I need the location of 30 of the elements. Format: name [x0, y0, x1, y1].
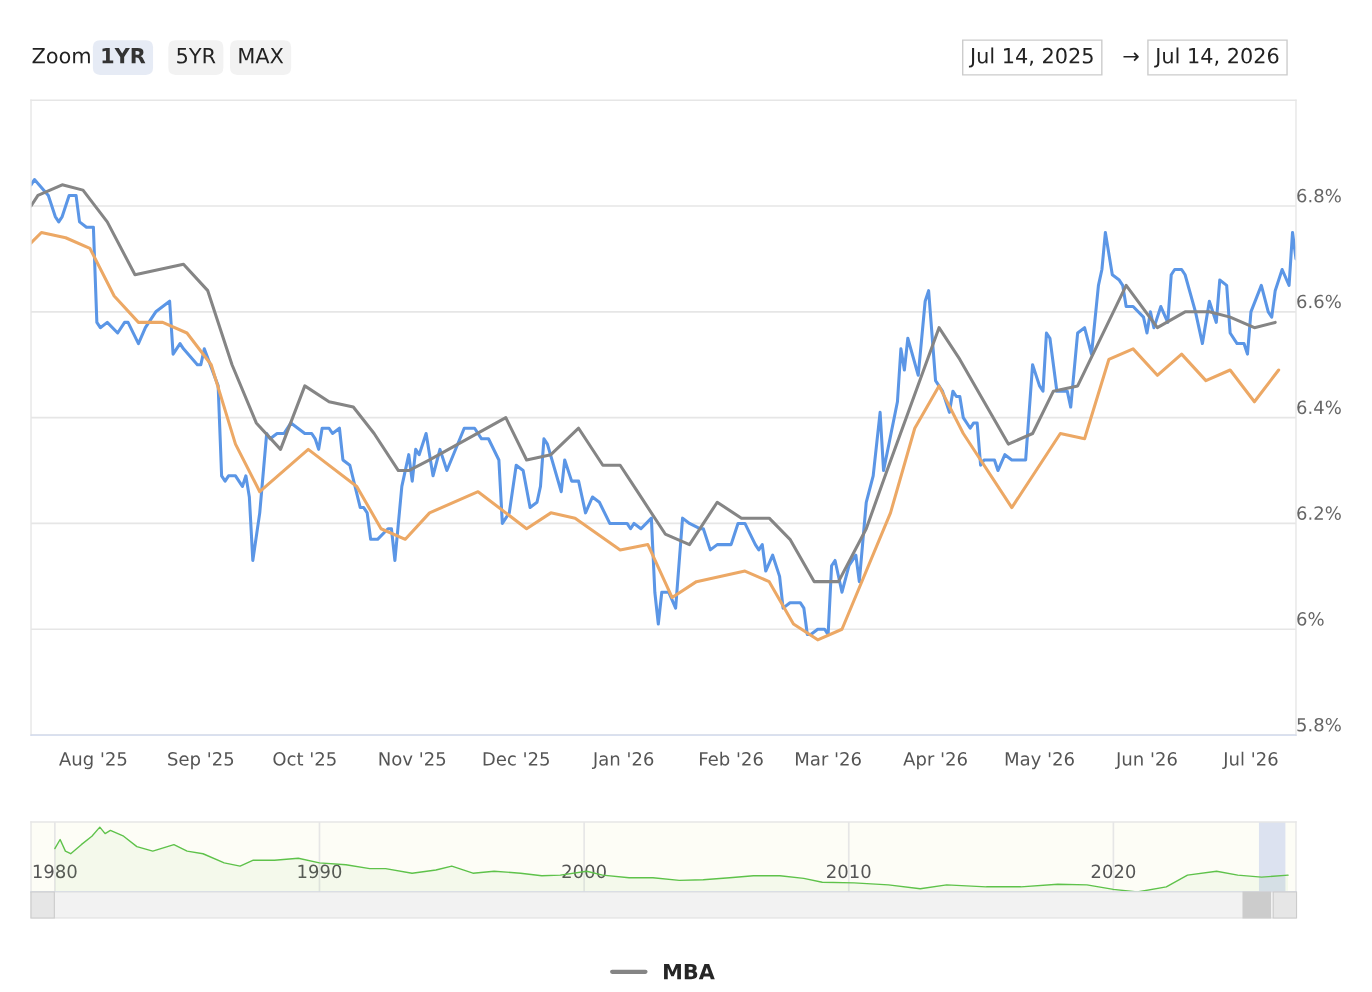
y-tick-label: 6.8% [1297, 188, 1341, 203]
text: Jul 14, 2026 [1154, 47, 1279, 68]
x-tick-label: Jun '26 [1115, 752, 1177, 770]
text: → [1123, 52, 1139, 62]
x-tick-label: Jul '26 [1222, 751, 1278, 770]
x-tick-label: Jan '26 [591, 752, 654, 770]
x-tick-label: 2010 [827, 864, 871, 879]
legend-label: MBA [664, 963, 715, 980]
y-tick-label: 6.2% [1297, 506, 1341, 520]
x-tick-label: Aug '25 [59, 752, 127, 770]
x-tick-label: 1980 [33, 864, 77, 879]
x-tick-label: Apr '26 [903, 752, 967, 770]
x-tick-label: Sep '25 [168, 752, 234, 770]
y-tick-label: 6% [1297, 612, 1324, 626]
text: 5YR [177, 48, 216, 64]
x-tick-label: Oct '25 [273, 752, 336, 766]
x-tick-label: Mar '26 [796, 752, 861, 766]
text: Jul 14, 2025 [968, 47, 1093, 68]
x-tick-label: Feb '26 [700, 751, 763, 766]
text: MAX [239, 48, 284, 64]
y-tick-label: 5.8% [1297, 717, 1341, 732]
y-tick-label: 6.6% [1297, 294, 1341, 309]
x-tick-label: 2020 [1091, 864, 1136, 879]
text: Zoom [32, 48, 90, 64]
x-tick-label: May '26 [1005, 752, 1074, 770]
text: 1YR [102, 48, 146, 64]
y-tick-label: 6.4% [1297, 400, 1341, 415]
x-tick-label: 1990 [298, 864, 342, 879]
x-tick-label: Nov '25 [379, 752, 446, 766]
x-tick-label: Dec '25 [483, 752, 549, 766]
